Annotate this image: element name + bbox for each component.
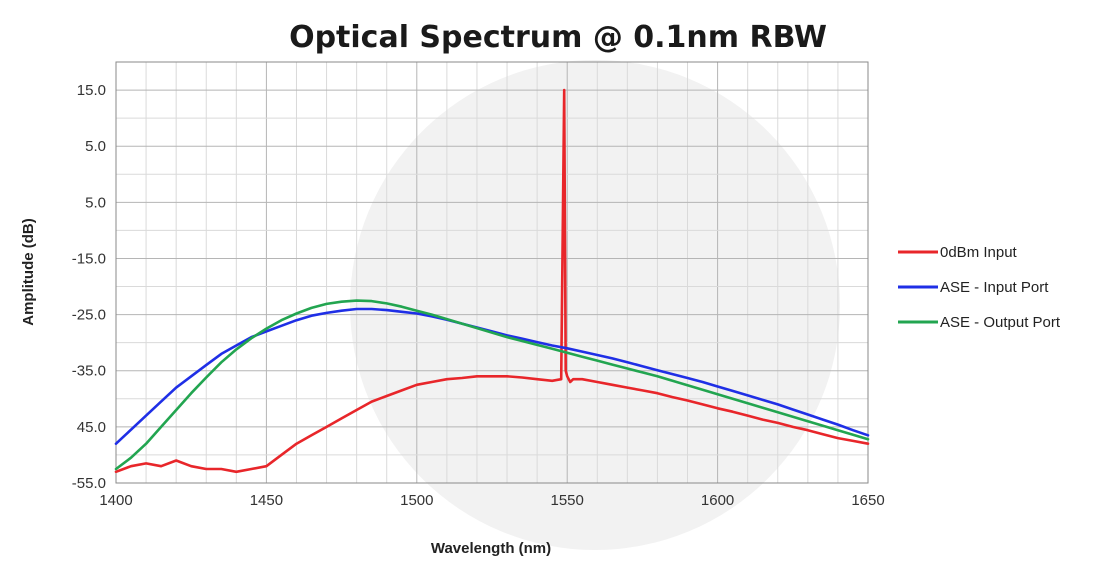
x-tick-label: 1650 xyxy=(851,492,884,509)
x-axis-label: Wavelength (nm) xyxy=(431,540,551,557)
x-tick-label: 1550 xyxy=(551,492,584,509)
x-tick-label: 1450 xyxy=(250,492,283,509)
series-line-3 xyxy=(114,299,870,471)
y-tick-label: 45.0 xyxy=(77,419,106,436)
y-axis-ticks: 15.0 5.0 5.0 -15.0 -25.0 -35.0 45.0 -55.0 xyxy=(72,82,106,492)
series-layer xyxy=(114,88,870,474)
y-axis-label: Amplitude (dB) xyxy=(20,218,37,325)
y-tick-label: 5.0 xyxy=(85,138,106,155)
chart-title: Optical Spectrum @ 0.1nm RBW xyxy=(289,20,827,55)
plot-frame xyxy=(115,61,869,484)
y-tick-label: 5.0 xyxy=(85,194,106,211)
x-tick-label: 1500 xyxy=(400,492,433,509)
y-tick-label: -15.0 xyxy=(72,250,106,267)
legend-label: 0dBm Input xyxy=(940,244,1018,261)
legend-label: ASE - Input Port xyxy=(940,279,1049,296)
x-tick-label: 1400 xyxy=(99,492,132,509)
x-axis-ticks: 1400 1450 1500 1550 1600 1650 xyxy=(99,492,884,509)
y-tick-label: -55.0 xyxy=(72,475,106,492)
watermark-circle xyxy=(350,60,840,550)
y-tick-label: -35.0 xyxy=(72,363,106,380)
y-tick-label: -25.0 xyxy=(72,307,106,324)
legend: 0dBm Input ASE - Input Port ASE - Output P… xyxy=(898,244,1061,331)
series-line-1 xyxy=(114,88,870,474)
legend-label: ASE - Output Port xyxy=(940,314,1061,331)
x-tick-label: 1600 xyxy=(701,492,734,509)
y-tick-label: 15.0 xyxy=(77,82,106,99)
plot-border xyxy=(115,61,869,484)
